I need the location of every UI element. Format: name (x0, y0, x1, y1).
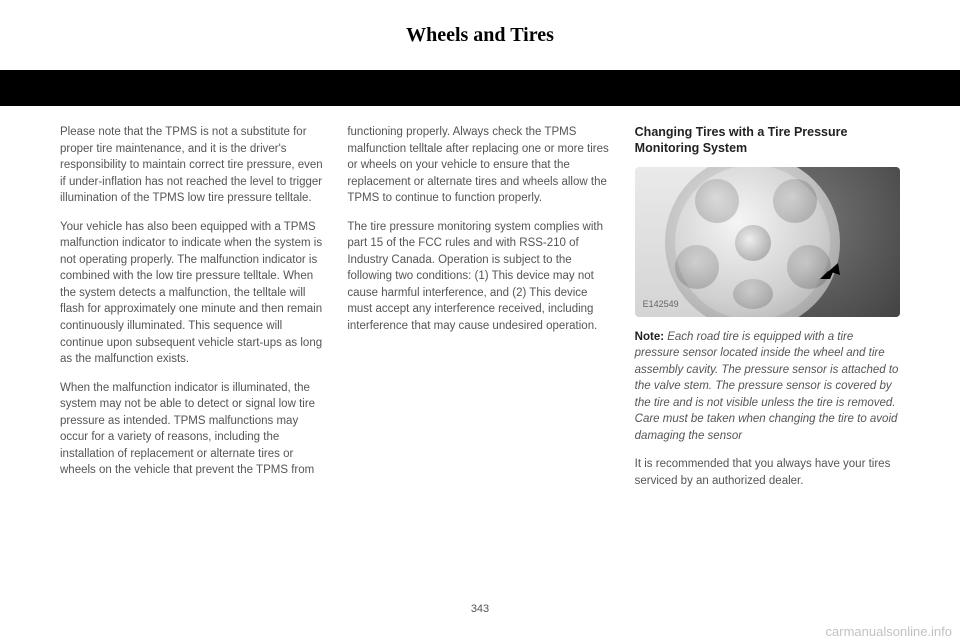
watermark: carmanualsonline.info (826, 624, 952, 639)
spoke-hole (695, 179, 739, 223)
manual-page: Wheels and Tires Please note that the TP… (0, 0, 960, 643)
col1-paragraph-2: Your vehicle has also been equipped with… (60, 219, 325, 368)
spoke-hole (773, 179, 817, 223)
col1-paragraph-1: Please note that the TPMS is not a subst… (60, 124, 325, 207)
spoke-hole (733, 279, 773, 309)
col1-paragraph-3: When the malfunction indicator is illumi… (60, 380, 325, 479)
column-2: functioning properly. Always check the T… (347, 124, 612, 501)
header-black-bar (0, 70, 960, 106)
col3-paragraph-2: It is recommended that you always have y… (635, 456, 900, 489)
note-body: Each road tire is equipped with a tire p… (635, 331, 899, 442)
spoke-hole (675, 245, 719, 289)
wheel-hub (735, 225, 771, 261)
page-number: 343 (0, 603, 960, 615)
col2-paragraph-2: The tire pressure monitoring system comp… (347, 219, 612, 335)
col3-heading: Changing Tires with a Tire Pressure Moni… (635, 124, 900, 157)
col2-paragraph-1: functioning properly. Always check the T… (347, 124, 612, 207)
column-1: Please note that the TPMS is not a subst… (60, 124, 325, 501)
image-label: E142549 (643, 298, 679, 311)
page-title: Wheels and Tires (60, 24, 900, 47)
col3-note: Note: Each road tire is equipped with a … (635, 329, 900, 445)
column-3: Changing Tires with a Tire Pressure Moni… (635, 124, 900, 501)
note-label: Note: (635, 331, 664, 343)
content-columns: Please note that the TPMS is not a subst… (60, 124, 900, 501)
tire-illustration: E142549 (635, 167, 900, 317)
